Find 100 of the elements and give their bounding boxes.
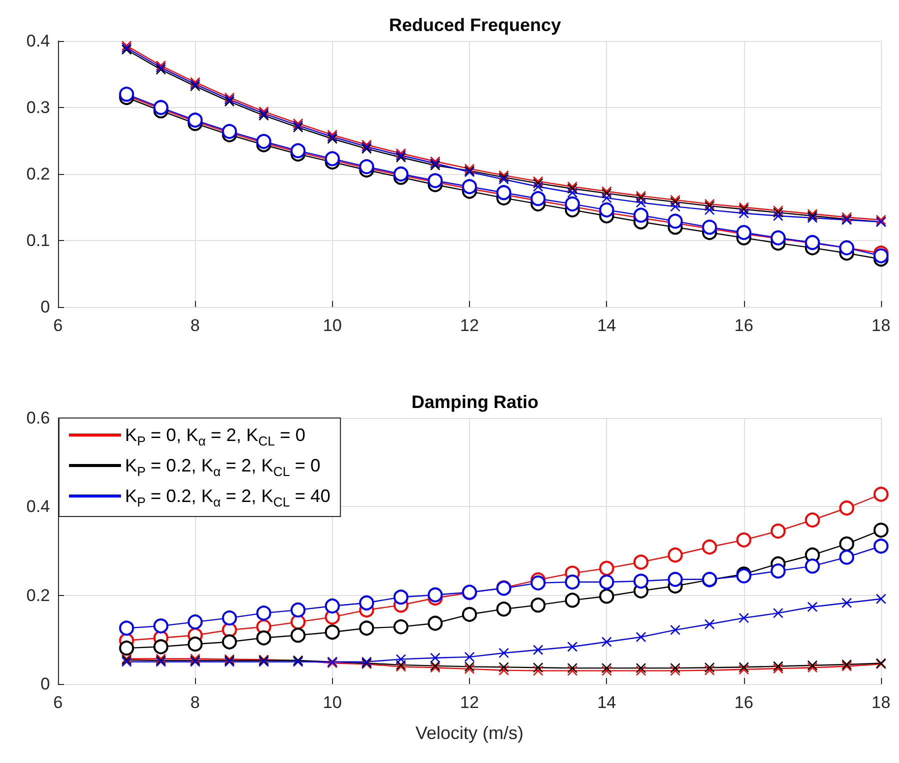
point — [153, 618, 168, 634]
point — [324, 624, 340, 640]
point — [564, 574, 580, 590]
point — [602, 636, 612, 648]
point — [324, 598, 340, 614]
point — [736, 532, 752, 548]
point — [839, 536, 854, 552]
point — [359, 620, 374, 636]
x-tick-label: 6 — [53, 693, 63, 712]
point — [636, 632, 646, 642]
point — [874, 486, 888, 502]
point — [704, 619, 715, 630]
point — [633, 554, 648, 570]
x-axis-title: Velocity (m/s) — [415, 723, 524, 743]
point — [770, 524, 786, 539]
point — [599, 588, 614, 604]
point — [498, 648, 509, 658]
x-tick-label: 14 — [597, 316, 616, 335]
point — [668, 572, 683, 587]
point — [804, 512, 820, 528]
chart-title: Damping Ratio — [411, 392, 539, 412]
point — [599, 202, 614, 218]
point — [532, 666, 544, 676]
point — [564, 196, 580, 212]
point — [532, 662, 544, 673]
point — [567, 666, 578, 676]
y-tick-label: 0.3 — [26, 98, 50, 117]
point — [430, 652, 440, 663]
point — [636, 662, 646, 674]
x-tick-label: 16 — [734, 316, 754, 335]
point — [670, 666, 680, 676]
point — [496, 602, 512, 617]
point — [428, 587, 443, 602]
x-tick-label: 6 — [53, 316, 63, 335]
point — [222, 634, 237, 650]
point — [772, 608, 784, 618]
point — [633, 574, 648, 589]
x-tick-label: 14 — [597, 693, 616, 712]
point — [188, 614, 203, 630]
point — [393, 619, 408, 634]
point — [876, 594, 886, 604]
point — [464, 664, 475, 674]
point — [599, 574, 614, 590]
point — [532, 181, 544, 192]
x-tick-label: 10 — [322, 693, 342, 712]
point — [567, 662, 578, 674]
point — [464, 662, 475, 672]
point — [119, 640, 134, 656]
point — [738, 208, 749, 218]
point — [804, 558, 820, 574]
x-tick-label: 12 — [460, 316, 479, 335]
point — [602, 666, 612, 676]
point — [636, 666, 646, 676]
point — [290, 628, 306, 643]
point — [807, 602, 818, 612]
y-tick-label: 0 — [40, 298, 50, 316]
point — [839, 500, 854, 516]
y-tick-label: 0.2 — [26, 586, 50, 605]
x-tick-label: 12 — [460, 693, 479, 712]
point — [498, 662, 509, 672]
point — [256, 606, 272, 621]
point — [842, 598, 852, 608]
point — [602, 662, 612, 674]
point — [772, 661, 784, 672]
point — [599, 560, 614, 576]
point — [119, 620, 134, 636]
point — [396, 654, 406, 664]
x-tick-label: 18 — [872, 316, 890, 335]
point — [770, 563, 786, 578]
point — [188, 636, 203, 652]
point — [738, 612, 749, 624]
point — [670, 662, 680, 674]
point — [602, 192, 612, 204]
y-tick-label: 0.4 — [26, 32, 50, 50]
point — [738, 662, 749, 672]
point — [636, 197, 646, 208]
point — [704, 204, 715, 216]
y-tick-label: 0 — [40, 674, 50, 694]
point — [153, 639, 168, 654]
point — [704, 665, 715, 676]
x-tick-label: 8 — [190, 693, 200, 712]
point — [567, 642, 578, 652]
point — [772, 210, 784, 222]
y-tick-label: 0.1 — [26, 231, 50, 250]
point — [462, 606, 477, 622]
point — [670, 201, 680, 212]
point — [564, 592, 580, 608]
point — [670, 624, 680, 636]
point — [290, 602, 306, 618]
point — [567, 187, 578, 198]
y-tick-label: 0.6 — [26, 408, 50, 428]
x-tick-label: 10 — [322, 316, 342, 335]
point — [393, 590, 408, 605]
point — [498, 665, 509, 676]
point — [702, 540, 718, 555]
point — [874, 538, 888, 554]
point — [704, 662, 715, 673]
point — [222, 610, 237, 626]
point — [256, 630, 272, 646]
point — [530, 575, 546, 590]
